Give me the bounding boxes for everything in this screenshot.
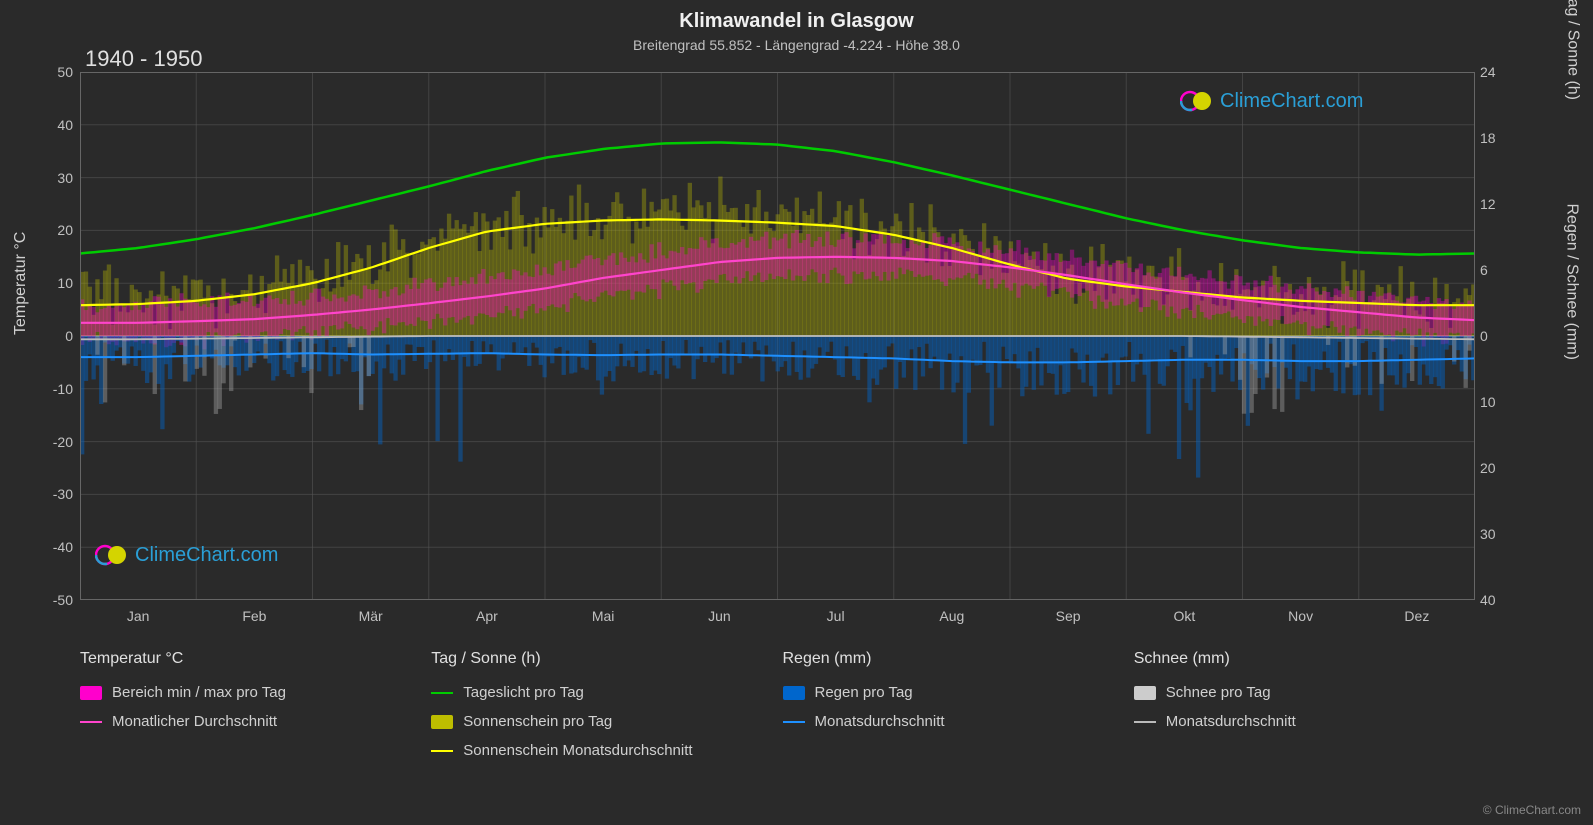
legend-swatch bbox=[783, 686, 805, 700]
y-tick-right-top: 12 bbox=[1480, 196, 1520, 212]
x-tick: Feb bbox=[242, 608, 266, 624]
x-tick: Mai bbox=[592, 608, 615, 624]
legend-label: Monatlicher Durchschnitt bbox=[112, 713, 277, 730]
legend-label: Monatsdurchschnitt bbox=[1166, 713, 1296, 730]
y-tick-right-bottom: 30 bbox=[1480, 526, 1520, 542]
y-axis-right-bottom-label: Regen / Schnee (mm) bbox=[1563, 203, 1581, 360]
x-tick: Mär bbox=[359, 608, 383, 624]
y-tick-right-bottom: 40 bbox=[1480, 592, 1520, 608]
legend-label: Bereich min / max pro Tag bbox=[112, 684, 286, 701]
legend-label: Sonnenschein pro Tag bbox=[463, 713, 612, 730]
x-tick: Aug bbox=[939, 608, 964, 624]
legend-item: Sonnenschein Monatsdurchschnitt bbox=[431, 742, 772, 759]
legend-column: Regen (mm) Regen pro Tag Monatsdurchschnit… bbox=[783, 650, 1124, 759]
y-tick-left: 40 bbox=[33, 117, 73, 133]
y-tick-left: 10 bbox=[33, 275, 73, 291]
legend-line-icon bbox=[783, 721, 805, 723]
x-tick: Okt bbox=[1173, 608, 1195, 624]
legend-item: Regen pro Tag bbox=[783, 684, 1124, 701]
y-axis-left-label: Temperatur °C bbox=[12, 232, 30, 335]
y-tick-right-top: 0 bbox=[1480, 328, 1520, 344]
y-tick-left: -20 bbox=[33, 434, 73, 450]
y-axis-right-top-label: Tag / Sonne (h) bbox=[1563, 0, 1581, 100]
period-label: 1940 - 1950 bbox=[85, 46, 202, 72]
x-tick: Jul bbox=[827, 608, 845, 624]
y-tick-left: 30 bbox=[33, 170, 73, 186]
legend-swatch bbox=[431, 715, 453, 729]
y-tick-left: 0 bbox=[33, 328, 73, 344]
legend-item: Bereich min / max pro Tag bbox=[80, 684, 421, 701]
y-tick-right-bottom: 10 bbox=[1480, 394, 1520, 410]
y-tick-right-top: 18 bbox=[1480, 130, 1520, 146]
legend-line-icon bbox=[1134, 721, 1156, 723]
y-tick-left: 20 bbox=[33, 222, 73, 238]
legend-item: Monatsdurchschnitt bbox=[783, 713, 1124, 730]
legend-header: Schnee (mm) bbox=[1134, 650, 1475, 668]
legend-item: Monatlicher Durchschnitt bbox=[80, 713, 421, 730]
x-tick: Jan bbox=[127, 608, 150, 624]
chart-plot-area bbox=[80, 72, 1475, 600]
y-tick-left: -10 bbox=[33, 381, 73, 397]
x-tick: Dez bbox=[1404, 608, 1429, 624]
y-tick-left: -50 bbox=[33, 592, 73, 608]
watermark: ClimeChart.com bbox=[95, 542, 278, 568]
legend-item: Monatsdurchschnitt bbox=[1134, 713, 1475, 730]
legend-label: Monatsdurchschnitt bbox=[815, 713, 945, 730]
y-tick-left: -30 bbox=[33, 486, 73, 502]
legend-item: Tageslicht pro Tag bbox=[431, 684, 772, 701]
legend-item: Schnee pro Tag bbox=[1134, 684, 1475, 701]
legend-column: Temperatur °C Bereich min / max pro Tag Mo… bbox=[80, 650, 421, 759]
y-tick-right-top: 24 bbox=[1480, 64, 1520, 80]
chart-subtitle: Breitengrad 55.852 - Längengrad -4.224 -… bbox=[0, 33, 1593, 53]
legend-label: Sonnenschein Monatsdurchschnitt bbox=[463, 742, 692, 759]
legend-header: Regen (mm) bbox=[783, 650, 1124, 668]
x-tick: Nov bbox=[1288, 608, 1313, 624]
legend-column: Tag / Sonne (h) Tageslicht pro Tag Sonnens… bbox=[431, 650, 772, 759]
legend-swatch bbox=[80, 686, 102, 700]
legend-header: Temperatur °C bbox=[80, 650, 421, 668]
watermark: ClimeChart.com bbox=[1180, 88, 1363, 114]
legend: Temperatur °C Bereich min / max pro Tag Mo… bbox=[80, 650, 1475, 759]
legend-label: Regen pro Tag bbox=[815, 684, 913, 701]
y-tick-left: 50 bbox=[33, 64, 73, 80]
legend-column: Schnee (mm) Schnee pro Tag Monatsdurchschn… bbox=[1134, 650, 1475, 759]
legend-label: Schnee pro Tag bbox=[1166, 684, 1271, 701]
chart-title: Klimawandel in Glasgow bbox=[0, 0, 1593, 33]
x-tick: Sep bbox=[1056, 608, 1081, 624]
legend-swatch bbox=[1134, 686, 1156, 700]
legend-header: Tag / Sonne (h) bbox=[431, 650, 772, 668]
copyright: © ClimeChart.com bbox=[1483, 803, 1581, 817]
legend-line-icon bbox=[80, 721, 102, 723]
legend-line-icon bbox=[431, 750, 453, 752]
legend-line-icon bbox=[431, 692, 453, 694]
y-tick-right-top: 6 bbox=[1480, 262, 1520, 278]
x-tick: Apr bbox=[476, 608, 498, 624]
legend-label: Tageslicht pro Tag bbox=[463, 684, 584, 701]
y-tick-left: -40 bbox=[33, 539, 73, 555]
x-tick: Jun bbox=[708, 608, 731, 624]
legend-item: Sonnenschein pro Tag bbox=[431, 713, 772, 730]
y-tick-right-bottom: 20 bbox=[1480, 460, 1520, 476]
